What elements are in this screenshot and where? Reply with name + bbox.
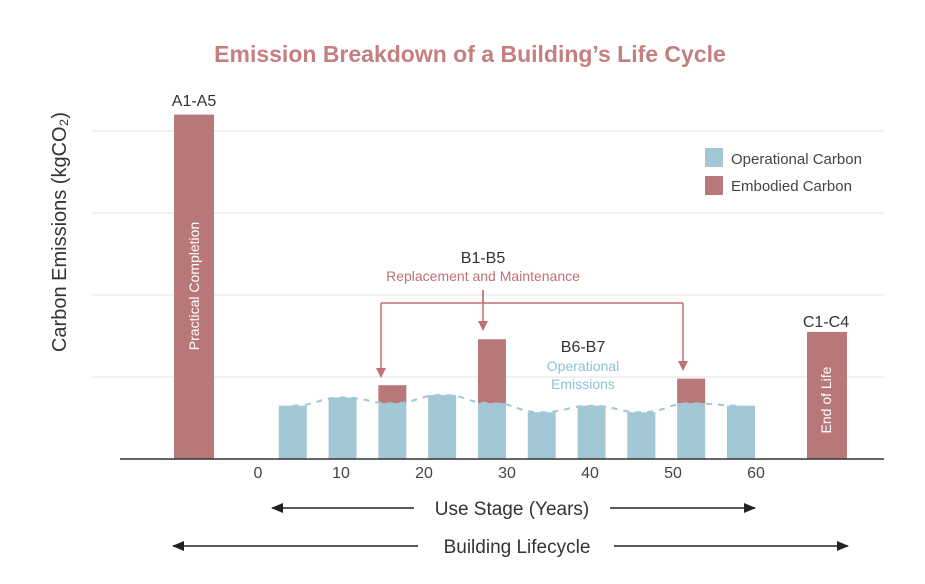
legend-label-operational: Operational Carbon — [731, 151, 862, 168]
operational-trend-path — [292, 394, 741, 414]
b6b7-text-line1: Operational — [547, 358, 619, 374]
legend-swatch-operational — [705, 148, 723, 167]
b1b5-text: Replacement and Maintenance — [386, 268, 580, 284]
stage-label-a1a5: A1-A5 — [172, 93, 217, 110]
operational-bar — [726, 405, 755, 459]
use-stage-range: Use Stage (Years) — [271, 499, 756, 520]
lifecycle-label: Building Lifecycle — [444, 537, 591, 558]
b1b5-code: B1-B5 — [461, 250, 506, 267]
y-axis-label: Carbon Emissions (kgCO₂) — [49, 112, 71, 352]
operational-bar — [278, 405, 307, 459]
operational-bar — [577, 405, 606, 459]
x-tick-label: 40 — [581, 465, 599, 482]
operational-bar — [378, 403, 407, 459]
use-stage-label: Use Stage (Years) — [435, 499, 590, 520]
operational-bar — [328, 397, 357, 459]
legend-swatch-embodied — [705, 176, 723, 195]
embodied-bar — [477, 339, 506, 404]
lifecycle-range: Building Lifecycle — [172, 537, 849, 558]
chart-title: Emission Breakdown of a Building’s Life … — [214, 41, 726, 67]
x-tick-label: 20 — [415, 465, 433, 482]
operational-bar — [477, 403, 506, 459]
b1b5-annotation: B1-B5 Replacement and Maintenance — [376, 250, 688, 378]
x-tick-label: 60 — [747, 465, 765, 482]
operational-trend-line — [292, 394, 741, 414]
stage-inner-label-a1a5: Practical Completion — [186, 222, 202, 350]
x-tick-labels: 0 10 20 30 40 50 60 — [254, 465, 765, 482]
stage-bar-a1-a5 — [174, 114, 214, 459]
operational-bar — [627, 412, 656, 459]
bars — [174, 114, 847, 459]
x-tick-label: 0 — [254, 465, 263, 482]
b6b7-code: B6-B7 — [561, 339, 606, 356]
legend-label-embodied: Embodied Carbon — [731, 178, 852, 195]
embodied-bar — [677, 378, 706, 404]
operational-bar — [527, 412, 556, 459]
x-tick-label: 30 — [498, 465, 516, 482]
legend: Operational Carbon Embodied Carbon — [705, 148, 862, 195]
b6b7-annotation: B6-B7 Operational Emissions — [547, 339, 619, 392]
stage-label-c1c4: C1-C4 — [803, 314, 849, 331]
operational-bar — [428, 395, 457, 459]
stage-inner-label-c1c4: End of Life — [818, 366, 834, 433]
x-tick-label: 10 — [332, 465, 350, 482]
stage-bar-c1-c4 — [807, 331, 847, 459]
x-tick-label: 50 — [664, 465, 682, 482]
embodied-bar — [378, 385, 407, 404]
b6b7-text-line2: Emissions — [551, 376, 615, 392]
operational-bar — [677, 403, 706, 459]
